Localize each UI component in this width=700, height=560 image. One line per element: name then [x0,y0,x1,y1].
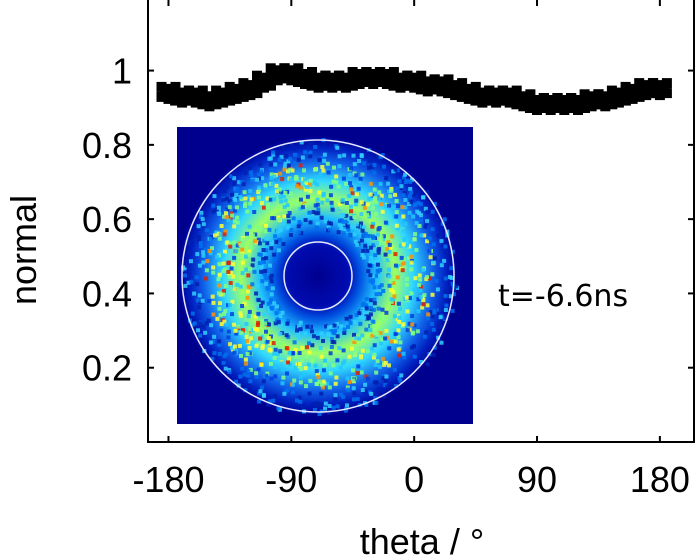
inset-detector-image [177,127,473,424]
x-tick-label: 180 [630,459,690,500]
y-tick-label: 0.8 [82,125,132,166]
x-tick-label: -90 [265,459,317,500]
x-tick-label: -180 [132,459,204,500]
outer-ring-line [181,139,455,413]
time-annotation: t=-6.6ns [498,279,628,314]
inner-ring-line [283,241,353,311]
y-tick-label: 0.6 [82,199,132,240]
y-axis-ticks: 0.2 0.4 0.6 0.8 1 [82,51,694,389]
data-series [156,63,672,115]
x-axis-ticks: -180 -90 0 90 180 [132,0,690,500]
y-tick-label: 0.4 [82,273,132,314]
data-point [647,78,672,101]
x-tick-label: 0 [404,459,424,500]
x-axis-title: theta / ° [360,521,484,560]
y-tick-label: 1 [112,51,132,92]
x-tick-label: 90 [517,459,557,500]
y-axis-title: normal [3,195,44,305]
ring-speckle-group [181,138,460,417]
y-tick-label: 0.2 [82,348,132,389]
